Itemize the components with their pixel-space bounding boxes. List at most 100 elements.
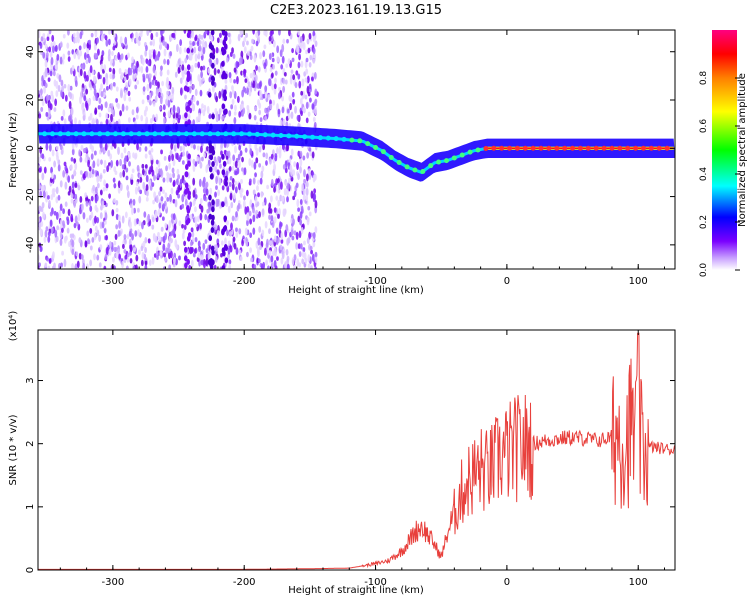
noise-speck bbox=[40, 206, 44, 213]
noise-speck bbox=[59, 144, 63, 151]
noise-speck bbox=[301, 251, 305, 258]
noise-speck bbox=[215, 95, 219, 103]
noise-speck bbox=[237, 33, 241, 42]
noise-speck bbox=[163, 58, 166, 65]
noise-speck bbox=[38, 222, 42, 228]
noise-speck bbox=[287, 112, 291, 120]
noise-speck bbox=[193, 144, 196, 150]
noise-speck bbox=[184, 94, 187, 100]
noise-speck bbox=[98, 112, 102, 118]
noise-speck bbox=[166, 90, 170, 96]
noise-speck bbox=[269, 30, 273, 37]
noise-speck bbox=[71, 239, 75, 248]
noise-speck bbox=[283, 188, 287, 196]
noise-speck bbox=[170, 142, 174, 150]
noise-speck bbox=[258, 211, 261, 218]
noise-speck bbox=[152, 100, 156, 107]
noise-speck bbox=[56, 154, 59, 162]
noise-speck bbox=[140, 65, 144, 74]
noise-streak bbox=[211, 62, 215, 69]
noise-speck bbox=[233, 79, 237, 84]
noise-speck bbox=[162, 243, 166, 252]
noise-speck bbox=[192, 158, 196, 165]
noise-speck bbox=[281, 95, 284, 102]
ridge-blob bbox=[373, 144, 379, 150]
noise-speck bbox=[243, 195, 246, 201]
noise-speck bbox=[98, 262, 102, 268]
noise-speck bbox=[115, 86, 119, 92]
noise-speck bbox=[87, 239, 91, 245]
noise-speck bbox=[171, 153, 175, 162]
noise-speck bbox=[48, 46, 52, 53]
noise-speck bbox=[305, 194, 309, 202]
noise-speck bbox=[168, 94, 172, 100]
noise-speck bbox=[128, 78, 132, 86]
noise-speck bbox=[171, 94, 174, 102]
noise-speck bbox=[249, 232, 253, 239]
ridge-blob bbox=[57, 131, 63, 137]
noise-speck bbox=[227, 32, 231, 38]
noise-speck bbox=[62, 220, 65, 227]
noise-speck bbox=[159, 186, 163, 192]
noise-speck bbox=[200, 145, 203, 154]
noise-speck bbox=[281, 195, 285, 203]
noise-streak bbox=[183, 255, 188, 262]
ridge-blob bbox=[246, 131, 252, 137]
noise-speck bbox=[166, 175, 170, 183]
noise-speck bbox=[307, 263, 311, 269]
ridge-blob bbox=[302, 134, 308, 140]
noise-speck bbox=[274, 155, 278, 162]
noise-speck bbox=[96, 37, 99, 44]
ridge-blob bbox=[593, 145, 599, 151]
noise-speck bbox=[234, 186, 238, 194]
ridge-blob bbox=[365, 141, 371, 147]
noise-speck bbox=[156, 53, 160, 61]
ridge-blob bbox=[239, 131, 245, 137]
noise-speck bbox=[145, 196, 149, 202]
noise-speck bbox=[109, 153, 113, 160]
noise-speck bbox=[68, 185, 72, 193]
noise-speck bbox=[279, 244, 283, 251]
noise-speck bbox=[138, 146, 142, 153]
noise-speck bbox=[96, 254, 100, 261]
noise-speck bbox=[268, 53, 272, 61]
noise-speck bbox=[217, 155, 221, 162]
noise-speck bbox=[257, 258, 261, 264]
noise-speck bbox=[63, 161, 67, 167]
noise-speck bbox=[228, 37, 232, 45]
noise-speck bbox=[276, 56, 280, 63]
noise-speck bbox=[59, 180, 63, 188]
noise-speck bbox=[124, 68, 128, 76]
noise-speck bbox=[108, 248, 112, 256]
noise-speck bbox=[111, 50, 114, 57]
noise-speck bbox=[141, 251, 145, 260]
noise-speck bbox=[305, 117, 309, 124]
noise-speck bbox=[45, 112, 49, 117]
noise-speck bbox=[231, 183, 235, 191]
noise-speck bbox=[152, 199, 156, 205]
noise-speck bbox=[78, 252, 82, 260]
noise-speck bbox=[183, 240, 187, 247]
noise-speck bbox=[172, 118, 176, 125]
noise-speck bbox=[100, 103, 104, 111]
noise-speck bbox=[287, 58, 291, 65]
noise-speck bbox=[103, 64, 107, 71]
noise-speck bbox=[168, 264, 172, 269]
noise-speck bbox=[255, 65, 258, 71]
noise-speck bbox=[115, 159, 119, 167]
ridge-blob bbox=[317, 135, 323, 141]
noise-speck bbox=[201, 103, 204, 109]
noise-speck bbox=[267, 265, 270, 269]
noise-speck bbox=[310, 190, 314, 199]
noise-speck bbox=[150, 147, 154, 153]
noise-speck bbox=[313, 121, 317, 129]
noise-speck bbox=[219, 32, 222, 39]
noise-speck bbox=[148, 179, 152, 187]
noise-speck bbox=[273, 186, 276, 193]
noise-speck bbox=[308, 62, 312, 68]
noise-speck bbox=[215, 57, 219, 65]
noise-speck bbox=[114, 233, 118, 240]
noise-speck bbox=[141, 163, 145, 169]
noise-speck bbox=[157, 208, 161, 216]
ridge-blob bbox=[491, 145, 497, 151]
